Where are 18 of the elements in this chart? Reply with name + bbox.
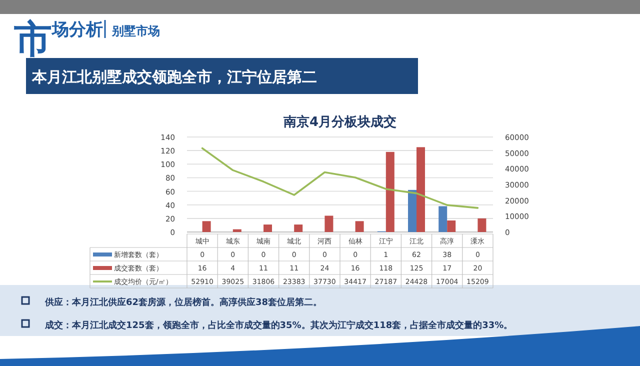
chart-title: 南京4月分板块成交	[282, 114, 397, 130]
text: 别墅市场	[111, 24, 160, 38]
bar	[355, 221, 364, 232]
bar	[386, 152, 394, 232]
bar	[408, 190, 416, 232]
bar	[447, 220, 456, 232]
line-series	[201, 147, 479, 209]
text: 成交：本月江北成交125套，领跑全市，占比全市成交量的35%。其次为江宁成交118套，占据全市成交量的33%。	[44, 320, 513, 331]
chart-subtitle: 本月江北别墅成交领跑全市，江宁位居第二	[31, 68, 317, 86]
bar	[294, 224, 303, 232]
bar	[416, 147, 425, 232]
bar	[478, 218, 486, 232]
bar	[438, 206, 448, 232]
bar	[202, 221, 211, 232]
text: 供应：本月江北供应62套房源，位居榜首。高淳供应38套位居第二。	[44, 297, 322, 308]
bar	[324, 216, 334, 232]
bar	[232, 229, 242, 232]
bar	[264, 224, 272, 232]
